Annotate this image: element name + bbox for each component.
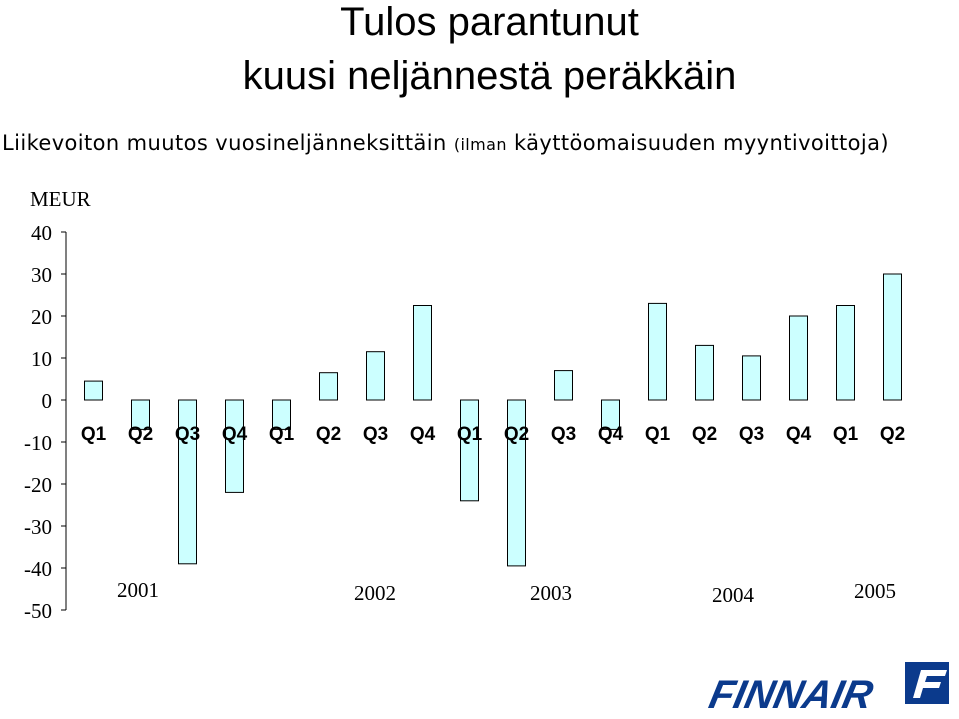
year-label-layer: 2001 2002 2003 2004 2005 [117,578,896,607]
quarter-label: Q4 [222,424,248,445]
bar-layer [84,273,902,567]
finnair-emblem-icon [905,662,949,704]
quarter-label: Q3 [175,424,200,445]
subtitle-small: (ilman [453,135,507,154]
y-tick-label: -50 [24,599,52,623]
quarter-label: Q1 [81,424,107,445]
quarter-label: Q1 [457,424,483,445]
chart-subtitle: Liikevoiton muutos vuosineljänneksittäin… [2,131,889,155]
quarter-label: Q3 [363,424,388,445]
bar [84,380,103,401]
grid-layer [61,231,67,611]
quarter-label: Q1 [833,424,859,445]
quarter-label: Q2 [316,424,341,445]
quarter-label: Q2 [504,424,529,445]
quarter-label: Q4 [598,424,624,445]
bar [601,399,620,430]
chart-title-line-2: kuusi neljännestä peräkkäin [242,54,737,98]
y-tick-label: 0 [42,389,53,413]
bar [742,355,761,401]
bar [554,370,573,401]
bar [695,344,714,401]
y-tick-label: -10 [24,431,52,455]
bar [648,302,667,401]
bar [789,315,808,401]
quarter-label: Q1 [269,424,295,445]
bar [178,399,197,565]
y-tick-label: -40 [24,557,52,581]
bar [836,305,855,401]
bar [366,351,385,401]
bar [413,305,432,401]
quarter-label: Q2 [692,424,717,445]
quarter-label-layer: Q1 Q2 Q3 Q4 Q1 Q2 Q3 Q4 Q1 Q2 Q3 Q4 Q1 Q2 Q3 Q4 Q1 Q2 [81,424,905,445]
bar [225,399,244,493]
quarter-label: Q2 [128,424,153,445]
bar [272,399,291,430]
quarter-label: Q3 [551,424,576,445]
quarter-label: Q3 [739,424,764,445]
quarter-label: Q2 [880,424,905,445]
year-label: 2002 [354,581,396,605]
y-tick-layer: 40 30 20 10 0 -10 -20 -30 -40 -50 [24,221,52,623]
svg-text:FINNAIR: FINNAIR [707,671,877,714]
bar [507,399,526,567]
year-label: 2001 [117,578,159,602]
finnair-logo: FINNAIR [705,662,957,719]
y-tick-label: -20 [24,473,52,497]
year-label: 2003 [530,581,572,605]
y-tick-label: 20 [31,305,52,329]
y-tick-label: 10 [31,347,52,371]
y-tick-label: 30 [31,263,52,287]
y-tick-label: 40 [31,221,52,245]
quarter-label: Q4 [786,424,812,445]
bar [131,399,150,430]
y-tick-label: -30 [24,515,52,539]
chart-title-line-1: Tulos parantunut [340,0,639,44]
year-label: 2005 [854,579,896,603]
quarter-label: Q1 [645,424,671,445]
y-axis-label: MEUR [30,187,91,211]
bar [460,399,479,502]
subtitle-rest: käyttöomaisuuden myyntivoittoja) [506,131,889,155]
bar [883,273,902,401]
year-label: 2004 [712,583,755,607]
quarter-label: Q4 [410,424,436,445]
subtitle-main: Liikevoiton muutos vuosineljänneksittäin [2,131,454,155]
bar [319,372,338,401]
